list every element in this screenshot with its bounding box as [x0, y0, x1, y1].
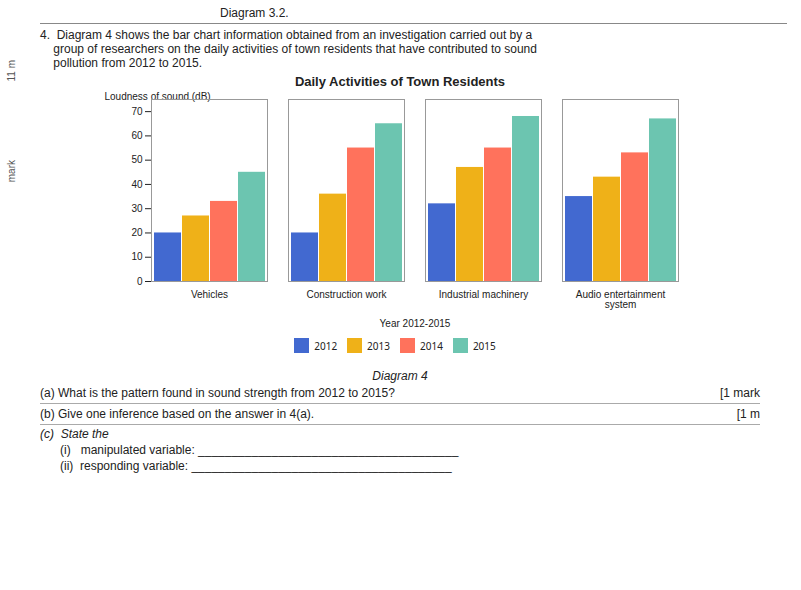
html-text:2012: 2012	[314, 338, 338, 353]
svg-text:60: 60	[131, 130, 143, 141]
svg-text:50: 50	[131, 154, 143, 165]
svg-text:0: 0	[137, 276, 143, 287]
svg-text:70: 70	[131, 106, 143, 117]
svg-text:20: 20	[131, 227, 143, 238]
svg-text:Loudness of sound (dB): Loudness of sound (dB)	[104, 90, 211, 102]
html-text:(a) What is the pattern found: (a) What is the pattern found in sound s…	[40, 386, 395, 400]
svg-text:30: 30	[131, 203, 143, 214]
html-text:2015: 2015	[472, 338, 496, 353]
html-text:[1 m: [1 m	[736, 407, 760, 421]
svg-text:Industrial machinery: Industrial machinery	[439, 289, 528, 300]
html-text:mark: mark	[6, 160, 17, 183]
html-text:[1 mark: [1 mark	[720, 386, 760, 400]
html-text:Diagram 4: Diagram 4	[372, 369, 428, 383]
html-text:11 m: 11 m	[6, 60, 17, 82]
html-text:(i) manipulated variable: ____: (i) manipulated variable: ______________…	[60, 443, 459, 457]
html-text:2014: 2014	[420, 338, 443, 353]
html-text:4. Diagram 4 shows the bar cha: 4. Diagram 4 shows the bar chart informa…	[40, 28, 537, 70]
svg-text:Year 2012-2015: Year 2012-2015	[380, 318, 451, 329]
svg-text:10: 10	[131, 251, 143, 262]
html-text:(c) State the: (c) State the	[40, 427, 109, 441]
html-text:Daily Activities of Town Resid: Daily Activities of Town Residents	[294, 74, 506, 89]
html-text:(ii) responding variable: ____: (ii) responding variable: ______________…	[60, 459, 452, 473]
html-text:Diagram 3.2.: Diagram 3.2.	[220, 6, 289, 20]
html-text:(b) Give one inference based o: (b) Give one inference based on the answ…	[40, 407, 315, 421]
html-text:2013: 2013	[367, 338, 390, 353]
svg-text:Construction work: Construction work	[306, 289, 387, 300]
svg-text:40: 40	[131, 179, 143, 190]
svg-text:Vehicles: Vehicles	[191, 289, 228, 300]
svg-text:Audio entertainmentsystem: Audio entertainmentsystem	[576, 289, 666, 310]
